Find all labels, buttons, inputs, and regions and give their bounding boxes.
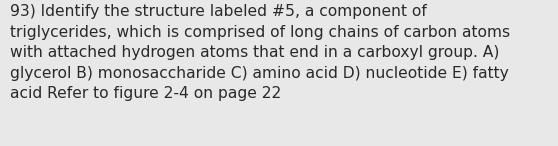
Text: 93) Identify the structure labeled #5, a component of
triglycerides, which is co: 93) Identify the structure labeled #5, a… xyxy=(10,4,510,101)
